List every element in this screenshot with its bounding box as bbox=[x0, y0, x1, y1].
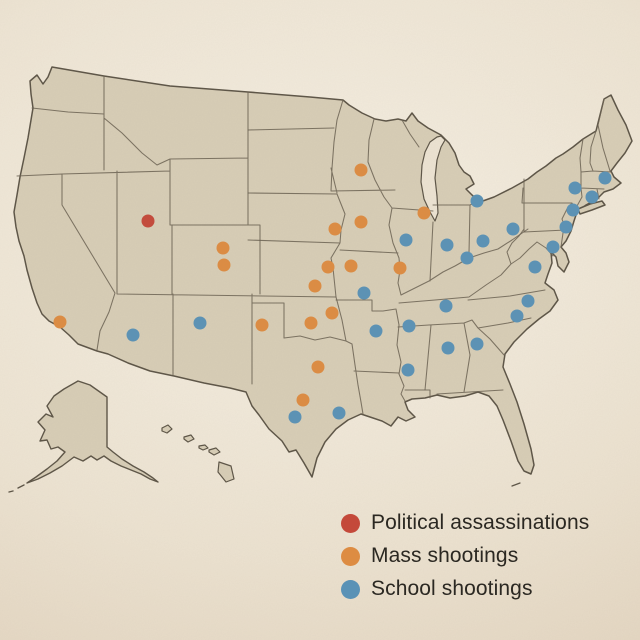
legend-label-school: School shootings bbox=[371, 577, 533, 600]
legend-item-school: School shootings bbox=[341, 575, 589, 603]
legend-label-political: Political assassinations bbox=[371, 511, 590, 534]
mass-shootings-dot-icon bbox=[341, 546, 360, 566]
legend-item-political: Political assassinations bbox=[341, 509, 589, 537]
legend: Political assassinations Mass shootings … bbox=[341, 509, 589, 608]
political-assassinations-dot-icon bbox=[341, 513, 360, 533]
legend-item-mass: Mass shootings bbox=[341, 542, 589, 570]
legend-label-mass: Mass shootings bbox=[371, 544, 519, 567]
school-shootings-dot-icon bbox=[341, 579, 360, 599]
